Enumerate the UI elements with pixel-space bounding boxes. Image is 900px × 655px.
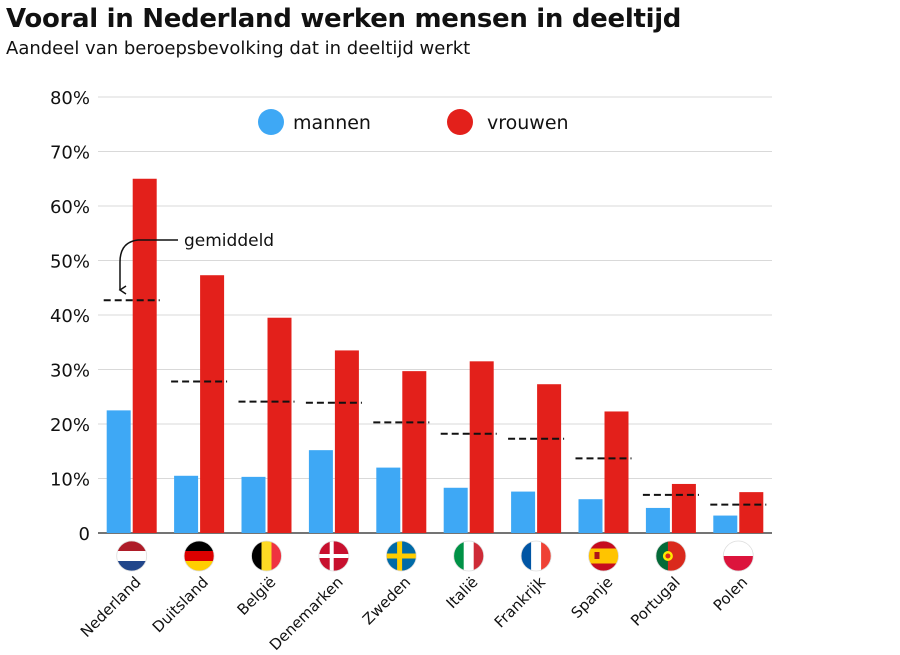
flag-france-icon [520,540,552,572]
chart-title: Vooral in Nederland werken mensen in dee… [6,4,682,34]
legend-swatch-mannen [258,109,284,135]
y-tick-label: 80% [50,88,90,109]
bar-mannen-4 [376,467,401,533]
x-tick-label: Nederland [77,573,145,641]
x-tick-label: Frankrijk [491,573,549,631]
bars [106,178,764,533]
bar-vrouwen-5 [469,361,494,533]
y-tick-label: 10% [50,470,90,491]
gridlines [98,96,772,534]
bar-vrouwen-6 [537,384,562,533]
bar-mannen-7 [578,499,603,533]
bar-vrouwen-7 [604,411,629,533]
y-tick-label: 40% [50,306,90,327]
flag-portugal-icon [655,540,687,572]
bar-mannen-3 [308,450,333,533]
x-tick-label: Portugal [627,573,684,630]
x-tick-label: Zweden [359,573,414,628]
flag-spain-icon [588,540,619,572]
y-tick-label: 70% [50,143,90,164]
bar-mannen-9 [713,515,738,533]
bar-mannen-1 [174,475,199,533]
y-tick-label: 0 [79,524,90,545]
legend-label-mannen: mannen [293,112,371,134]
x-tick-label: Italië [443,573,482,612]
x-tick-label: Polen [710,573,751,614]
bar-vrouwen-8 [671,483,696,533]
bar-vrouwen-2 [267,317,292,533]
annotation: gemiddeld [118,231,274,295]
x-tick-label: Spanje [567,573,616,622]
bar-mannen-8 [645,507,670,533]
y-axis: 0 10% 20% 30% 40% 50% 60% 70% 80% [50,88,90,545]
flag-poland-icon [722,540,754,572]
bar-vrouwen-4 [402,371,427,533]
bar-mannen-6 [511,491,536,533]
bar-vrouwen-9 [739,492,764,533]
bar-mannen-2 [241,476,266,533]
legend: mannen vrouwen [258,109,569,135]
annotation-arrow [118,239,178,295]
flags [116,540,754,572]
chart-subtitle: Aandeel van beroepsbevolking dat in deel… [6,38,471,59]
flag-italy-icon [453,540,485,572]
bar-mannen-5 [443,487,468,533]
bar-vrouwen-3 [334,350,359,533]
y-tick-label: 20% [50,415,90,436]
legend-swatch-vrouwen [447,109,473,135]
y-tick-label: 60% [50,197,90,218]
average-lines [103,299,767,506]
legend-label-vrouwen: vrouwen [487,112,569,134]
x-tick-label: Duitsland [149,573,212,636]
x-tick-label: België [234,573,280,619]
bar-vrouwen-0 [132,178,157,533]
flag-sweden-icon [385,540,417,572]
y-tick-label: 50% [50,252,90,273]
flag-belgium-icon [251,540,282,572]
flag-netherlands-icon [116,540,148,572]
bar-mannen-0 [106,410,131,533]
y-tick-label: 30% [50,361,90,382]
annotation-label: gemiddeld [184,231,274,251]
flag-germany-icon [183,540,215,572]
bar-vrouwen-1 [200,275,225,533]
flag-denmark-icon [318,540,350,572]
